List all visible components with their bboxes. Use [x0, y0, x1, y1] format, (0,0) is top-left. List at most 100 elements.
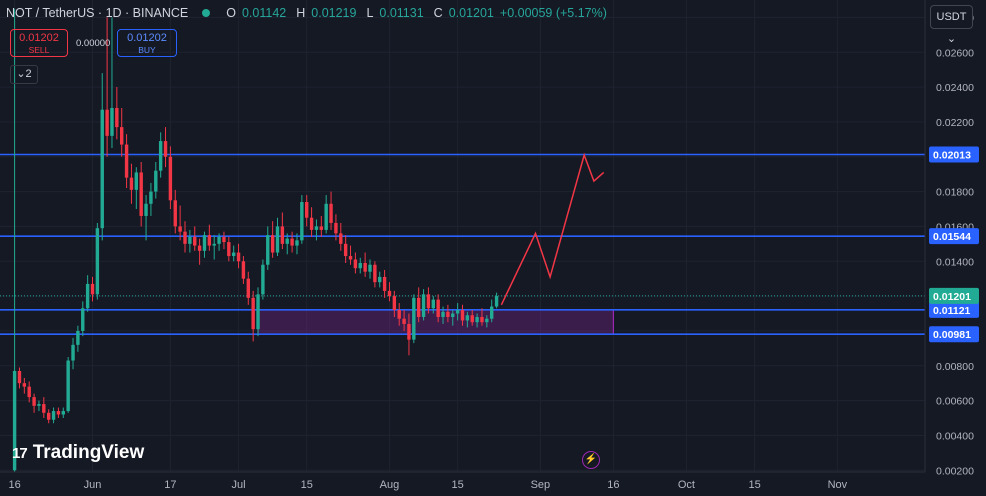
candle-body: [105, 109, 109, 136]
candle: [426, 287, 431, 314]
candle: [280, 212, 285, 250]
candle: [382, 269, 387, 298]
candle-body: [61, 411, 65, 415]
candle: [465, 311, 470, 328]
buy-button[interactable]: 0.01202 BUY: [117, 29, 177, 57]
candle: [275, 217, 280, 257]
candle-body: [300, 202, 304, 241]
candle: [446, 304, 450, 323]
candle: [387, 282, 392, 302]
candle-body: [158, 141, 163, 171]
candle: [353, 252, 358, 274]
candle: [197, 238, 202, 265]
candle-body: [285, 238, 289, 244]
candle-body: [120, 127, 124, 145]
candle: [124, 134, 129, 189]
candle: [441, 306, 445, 324]
candle-body: [202, 235, 207, 251]
x-tick-label: Jun: [84, 479, 102, 491]
candle-body: [217, 236, 221, 244]
candle: [12, 8, 17, 472]
close-value: 0.01201: [448, 6, 494, 20]
candle-body: [168, 156, 173, 201]
candle-body: [460, 310, 465, 321]
candle-body: [212, 243, 216, 246]
candle-body: [163, 141, 168, 157]
candle-body: [436, 299, 440, 317]
y-tick-label: 0.00400: [936, 430, 974, 442]
candle-body: [470, 315, 474, 323]
candle: [402, 310, 406, 331]
candle-body: [227, 242, 231, 257]
candle: [163, 127, 168, 168]
candle: [246, 271, 250, 305]
candle: [373, 261, 377, 288]
x-tick-label: 16: [8, 479, 20, 491]
high-label: H: [296, 6, 306, 20]
lightning-icon[interactable]: ⚡: [582, 451, 600, 469]
change-value: +0.00059 (+5.17%): [499, 6, 607, 20]
chevron-down-icon: ⌄: [16, 68, 26, 80]
buy-label: BUY: [138, 45, 156, 55]
candle: [90, 276, 95, 302]
indicators-toggle[interactable]: ⌄2: [10, 65, 38, 84]
candle-body: [81, 308, 85, 331]
candle: [475, 313, 479, 328]
candle: [305, 195, 309, 227]
candle-body: [412, 297, 416, 340]
market-open-icon: [202, 9, 211, 17]
y-tick-label: 0.01400: [936, 256, 974, 268]
candle-body: [251, 297, 255, 330]
x-tick-label: Nov: [828, 479, 848, 491]
candle: [158, 132, 163, 178]
candle-body: [183, 231, 187, 244]
sell-button[interactable]: 0.01202 SELL: [10, 29, 68, 57]
candle: [256, 287, 260, 337]
symbol-title[interactable]: NOT / TetherUS · 1D · BINANCE: [6, 6, 189, 20]
candle-body: [363, 262, 367, 272]
candle: [236, 243, 241, 269]
level-price-label-bg: [929, 301, 979, 318]
x-tick-label: Sep: [531, 479, 551, 491]
candle: [470, 310, 474, 326]
candle: [378, 271, 382, 288]
candle-body: [115, 107, 119, 128]
candle: [76, 325, 80, 352]
candle-body: [236, 252, 241, 262]
y-tick-label: 0.01800: [936, 187, 974, 199]
candle: [17, 367, 22, 389]
candle-body: [154, 170, 158, 192]
candle-body: [343, 243, 348, 257]
candle: [329, 191, 333, 230]
candle-body: [85, 283, 90, 309]
candle: [27, 381, 31, 403]
candle-body: [32, 397, 36, 406]
candle: [407, 313, 411, 356]
logo-text: TradingView: [32, 442, 145, 463]
candle-body: [334, 222, 338, 234]
candle: [95, 222, 100, 300]
candle: [66, 357, 70, 413]
indicator-count: 2: [25, 68, 32, 80]
currency-button[interactable]: USDT ⌄: [930, 5, 973, 45]
candle: [81, 301, 85, 337]
x-tick-label: 17: [164, 479, 176, 491]
candle-body: [110, 107, 114, 136]
candle-body: [139, 172, 143, 216]
candle-body: [231, 252, 236, 257]
candle-body: [329, 203, 333, 223]
candle-body: [188, 236, 192, 244]
candle: [421, 289, 426, 321]
candle: [217, 233, 221, 251]
candle-body: [431, 299, 435, 309]
candle: [85, 275, 90, 312]
last-price-label: 0.01201: [933, 291, 971, 303]
candle-body: [270, 235, 275, 253]
tradingview-logo[interactable]: 17 TradingView: [12, 442, 144, 464]
tv-logo-icon: 17: [12, 444, 28, 462]
candle: [139, 161, 143, 227]
candle: [188, 229, 192, 253]
candle-body: [407, 323, 411, 340]
